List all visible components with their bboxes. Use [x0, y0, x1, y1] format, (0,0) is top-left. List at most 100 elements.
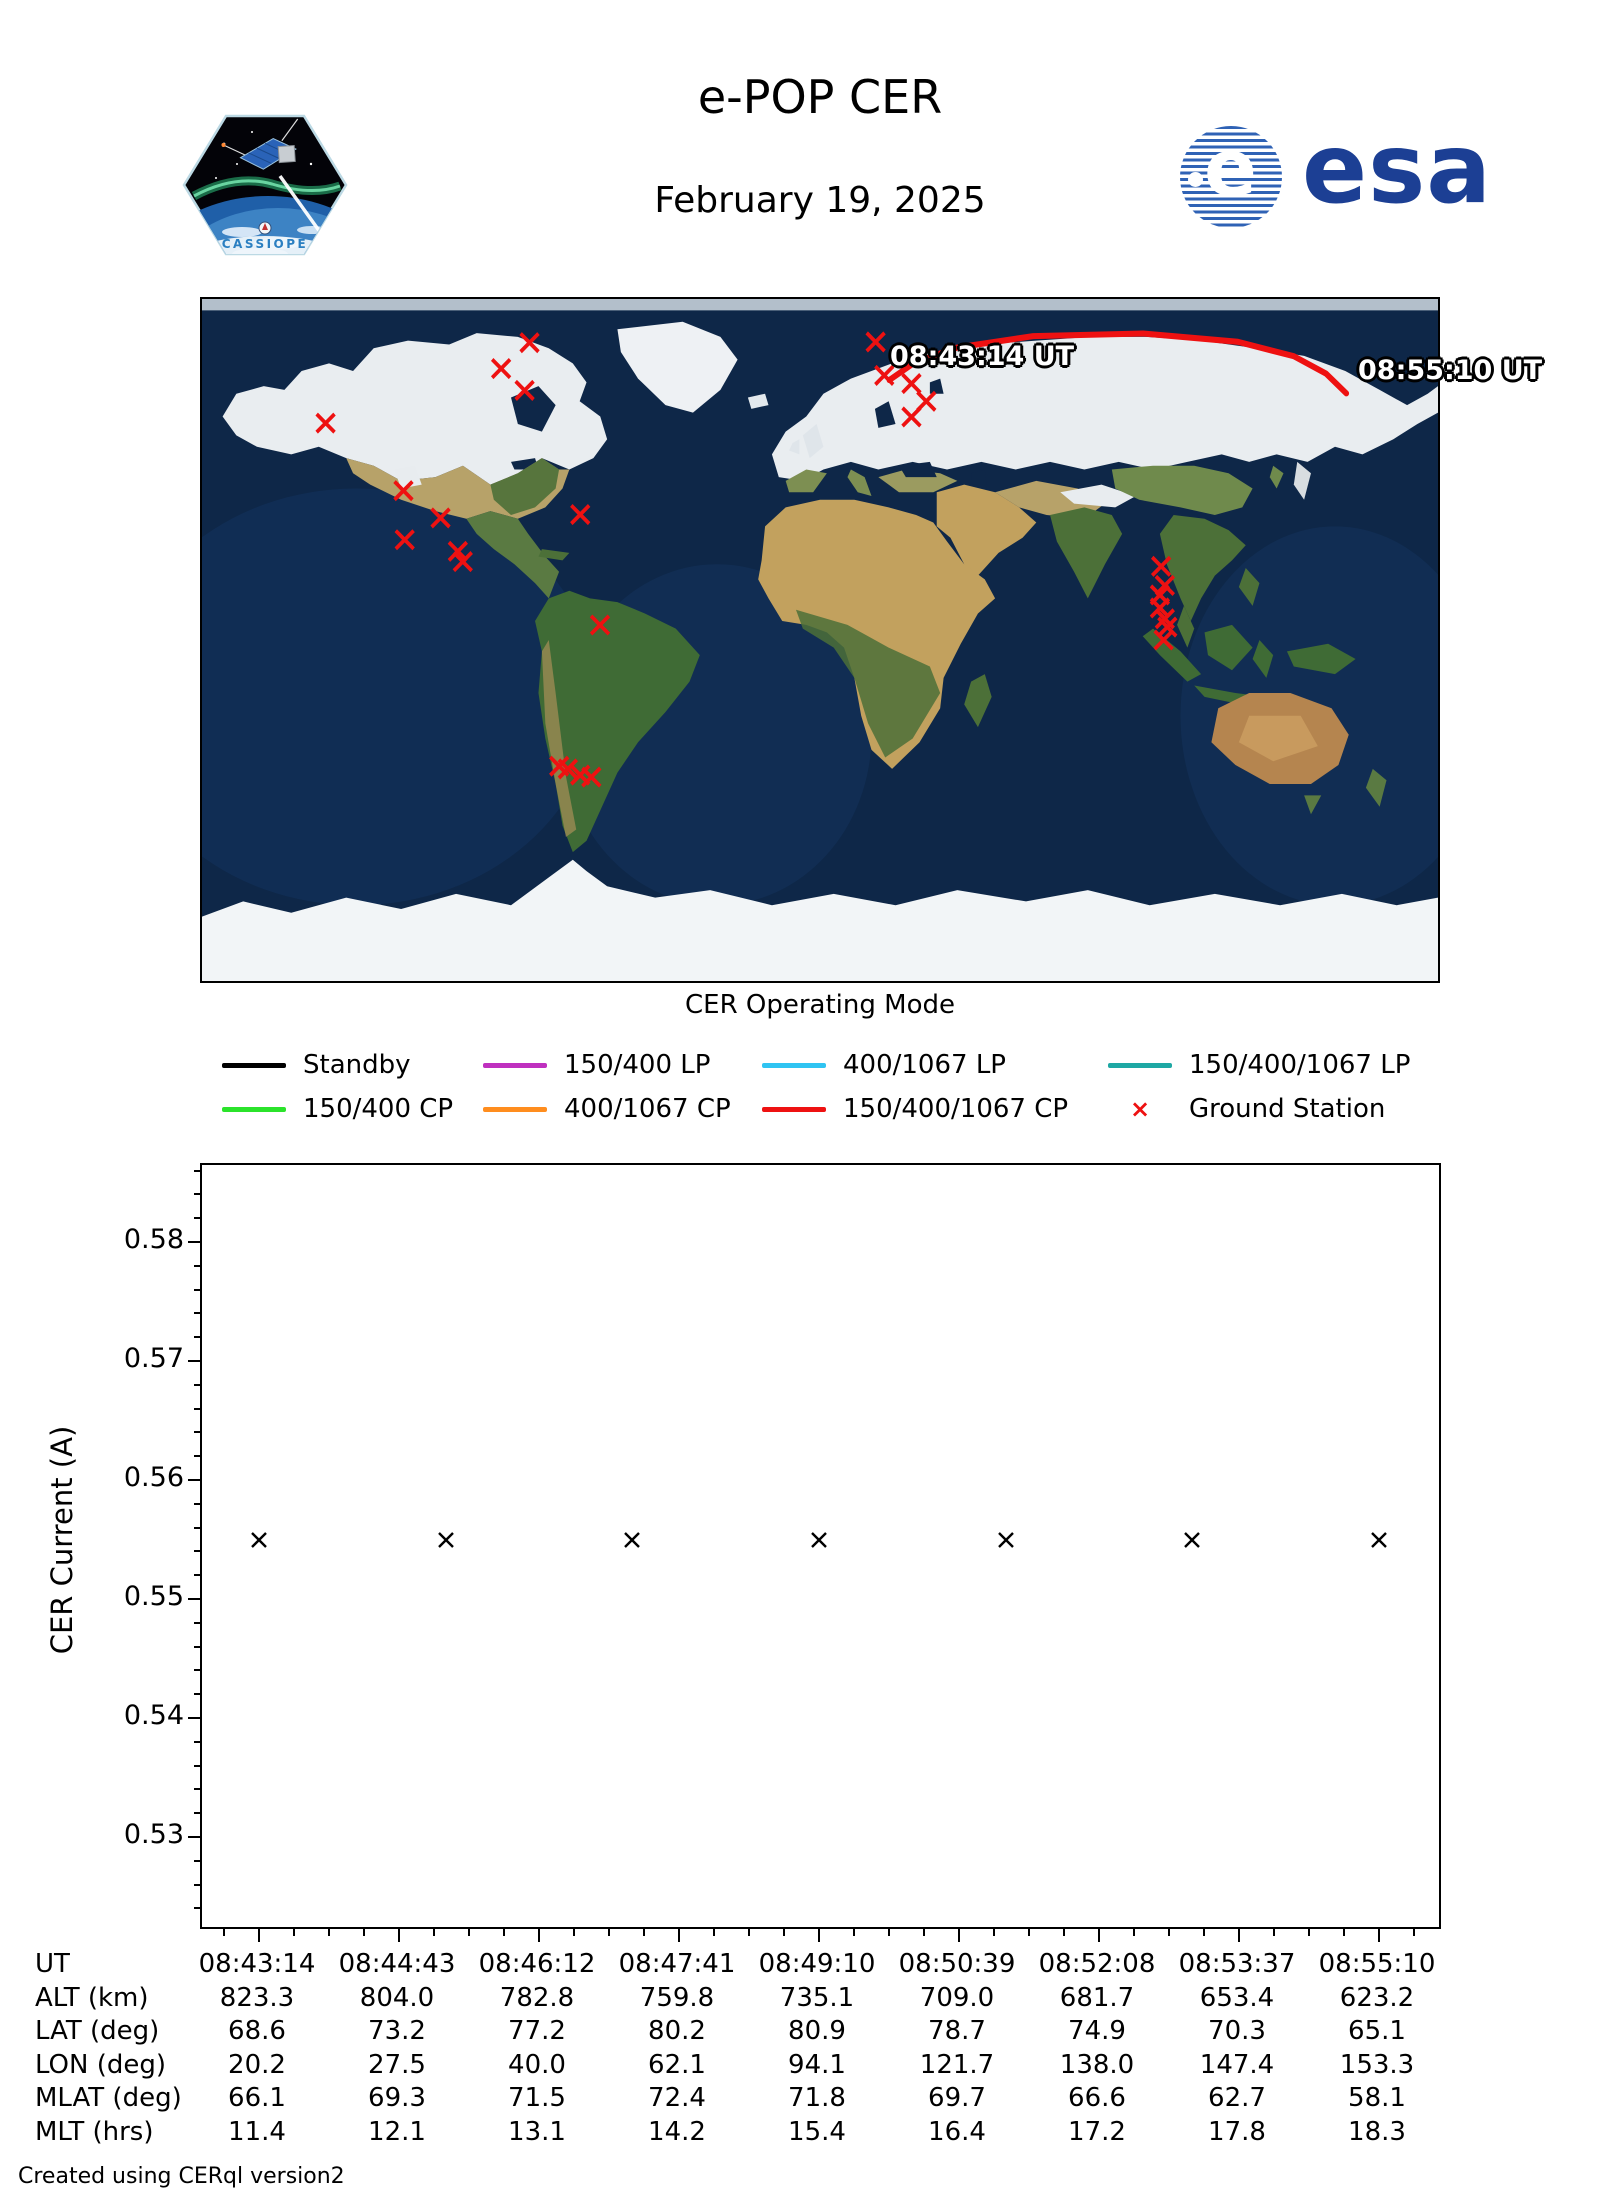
- y-axis-label: CER Current (A): [45, 1425, 79, 1655]
- table-cell: 72.4: [648, 2083, 706, 2113]
- table-cell: 17.2: [1068, 2116, 1126, 2147]
- x-major-tick: [1098, 1929, 1100, 1942]
- y-minor-tick: [194, 1764, 200, 1767]
- table-cell: 147.4: [1199, 2049, 1275, 2080]
- ground-station-marker: [394, 529, 415, 551]
- legend-line-swatch: [222, 1106, 286, 1112]
- y-tick-label: 0.57: [123, 1343, 184, 1374]
- table-cell: 58.1: [1348, 2083, 1406, 2113]
- y-major-tick: [188, 1241, 200, 1243]
- esa-dot-icon: [1188, 172, 1203, 187]
- x-minor-tick: [1413, 1929, 1415, 1936]
- ground-station-marker: [447, 540, 469, 562]
- y-tick-label: 0.54: [123, 1700, 184, 1731]
- y-major-tick: [188, 1598, 200, 1600]
- legend-item-standby: Standby: [222, 1050, 411, 1080]
- ground-station-marker: [393, 480, 414, 502]
- table-cell: 40.0: [508, 2049, 566, 2080]
- x-major-tick: [1378, 1929, 1380, 1942]
- legend-item-label: Standby: [303, 1050, 411, 1080]
- y-major-tick: [188, 1836, 200, 1838]
- y-minor-tick: [194, 1288, 200, 1291]
- table-row-header: LAT (deg): [35, 2016, 160, 2046]
- x-minor-tick: [713, 1929, 715, 1936]
- ground-station-marker: [315, 412, 336, 434]
- ground-station-marker: [514, 379, 535, 401]
- satellite-trajectory: [886, 330, 1350, 397]
- y-minor-tick: [194, 1336, 200, 1339]
- legend-line-swatch: [762, 1062, 826, 1068]
- y-minor-tick: [194, 1217, 200, 1220]
- page-date: February 19, 2025: [654, 180, 986, 221]
- x-minor-tick: [1203, 1929, 1205, 1936]
- ground-station-marker: [1153, 629, 1174, 651]
- table-row-header: MLAT (deg): [35, 2083, 182, 2113]
- table-cell: 709.0: [919, 1982, 995, 2013]
- x-minor-tick: [1343, 1929, 1345, 1936]
- x-minor-tick: [853, 1929, 855, 1936]
- legend-item-label: 150/400/1067 LP: [1189, 1050, 1411, 1080]
- ground-station-marker: [557, 758, 579, 780]
- y-minor-tick: [194, 1169, 200, 1172]
- y-minor-tick: [194, 1788, 200, 1791]
- table-cell: 17.8: [1208, 2116, 1266, 2147]
- ground-station-legend-icon: ×: [1129, 1095, 1151, 1123]
- ground-station-marker: [581, 766, 602, 788]
- x-major-tick: [258, 1929, 260, 1942]
- y-minor-tick: [194, 1693, 200, 1696]
- table-row-header: ALT (km): [35, 1982, 149, 2013]
- y-minor-tick: [194, 1526, 200, 1529]
- y-minor-tick: [194, 1883, 200, 1886]
- legend-item-ground-station: × Ground Station: [1108, 1094, 1385, 1124]
- table-row-header: MLT (hrs): [35, 2116, 154, 2147]
- y-minor-tick: [194, 1264, 200, 1267]
- ground-station-marker: [901, 373, 922, 395]
- table-cell: 80.9: [788, 2016, 846, 2046]
- x-minor-tick: [1063, 1929, 1065, 1936]
- legend-line-swatch: [1108, 1062, 1172, 1068]
- table-cell: 782.8: [499, 1982, 575, 2013]
- ground-station-marker: [490, 358, 512, 380]
- legend-title: CER Operating Mode: [684, 990, 955, 1020]
- esa-wordmark: esa: [1302, 113, 1493, 225]
- patch-text: CASSIOPE: [222, 237, 309, 251]
- footer-credit: Created using CERql version2: [18, 2164, 345, 2189]
- table-cell: 70.3: [1208, 2016, 1266, 2046]
- trajectory-end-time-label: 08:55:10 UT: [1358, 355, 1543, 386]
- legend-item-150-400-1067-cp: 150/400/1067 CP: [762, 1094, 1068, 1124]
- y-minor-tick: [194, 1550, 200, 1553]
- y-minor-tick: [194, 1907, 200, 1910]
- table-cell: 74.9: [1068, 2016, 1126, 2046]
- legend-item-label: 150/400/1067 CP: [843, 1094, 1069, 1124]
- x-tick-label: 08:43:14: [198, 1949, 316, 1979]
- x-major-tick: [1238, 1929, 1240, 1942]
- table-cell: 78.7: [928, 2016, 986, 2046]
- ground-station-marker: [1157, 616, 1178, 638]
- x-minor-tick: [573, 1929, 575, 1936]
- y-minor-tick: [194, 1740, 200, 1743]
- legend-item-400-1067-lp: 400/1067 LP: [762, 1050, 1006, 1080]
- table-cell: 13.1: [508, 2116, 566, 2147]
- y-minor-tick: [194, 1407, 200, 1410]
- y-major-tick: [188, 1479, 200, 1481]
- y-minor-tick: [194, 1669, 200, 1672]
- x-minor-tick: [223, 1929, 225, 1936]
- table-cell: 653.4: [1199, 1982, 1275, 2013]
- table-cell: 71.8: [788, 2083, 846, 2113]
- x-major-tick: [538, 1929, 540, 1942]
- table-cell: 823.3: [219, 1982, 295, 2013]
- cassiope-mission-patch-icon: CASSIOPE: [180, 112, 350, 258]
- scatter-point: [808, 1529, 830, 1551]
- world-map: [202, 299, 1438, 981]
- y-minor-tick: [194, 1431, 200, 1434]
- ground-station-marker: [916, 390, 937, 412]
- ground-stations-layer: [315, 331, 1178, 788]
- y-minor-tick: [194, 1383, 200, 1386]
- y-tick-label: 0.55: [123, 1581, 184, 1612]
- ground-station-marker: [865, 331, 886, 353]
- y-major-tick: [188, 1360, 200, 1362]
- table-cell: 69.3: [368, 2083, 426, 2113]
- x-tick-label: 08:55:10: [1318, 1949, 1436, 1979]
- table-cell: 153.3: [1339, 2049, 1415, 2080]
- table-cell: 804.0: [359, 1982, 435, 2013]
